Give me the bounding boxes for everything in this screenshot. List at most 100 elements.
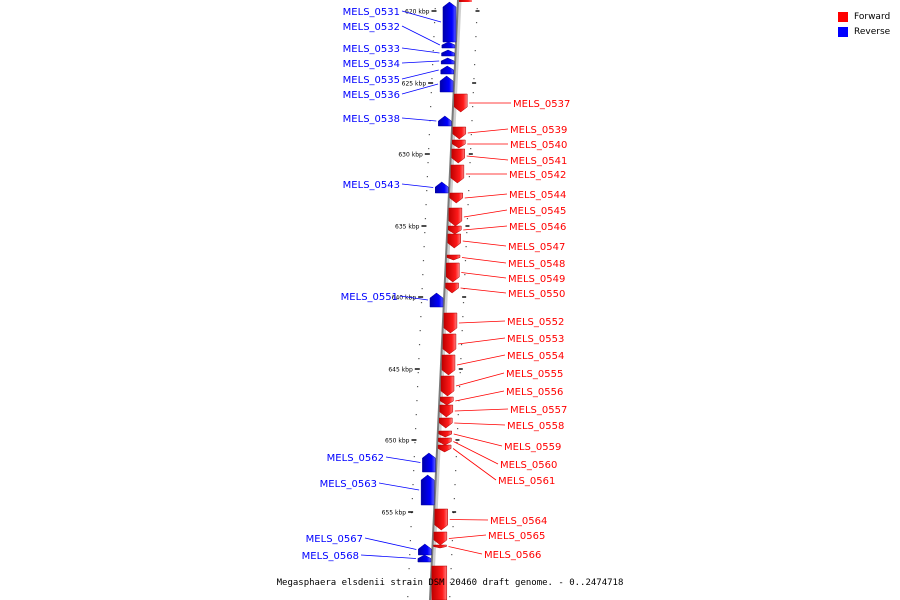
guide-dot [469, 162, 471, 164]
gene-label-MELS_0543[interactable]: MELS_0543 [343, 180, 400, 191]
guide-dot [415, 428, 417, 430]
gene-arrow-MELS_0564[interactable] [434, 508, 449, 531]
legend-forward: Forward [838, 9, 898, 24]
gene-arrow-MELS_0560[interactable] [438, 437, 452, 446]
tick-label: 640 kbp [392, 295, 417, 302]
gene-label-MELS_0558[interactable]: MELS_0558 [507, 421, 564, 432]
gene-arrow-MELS_0547[interactable] [447, 233, 462, 249]
gene-label-MELS_0541[interactable]: MELS_0541 [510, 156, 567, 167]
gene-label-MELS_0533[interactable]: MELS_0533 [343, 44, 400, 55]
gene-label-MELS_0563[interactable]: MELS_0563 [320, 479, 377, 490]
gene-label-MELS_0548[interactable]: MELS_0548 [508, 259, 565, 270]
gene-arrow-MELS_0538[interactable] [438, 115, 452, 127]
gene-arrow-MELS_0550[interactable] [445, 282, 459, 294]
gene-arrow-MELS_0553[interactable] [442, 333, 457, 355]
gene-label-MELS_0562[interactable]: MELS_0562 [327, 453, 384, 464]
guide-dot [449, 596, 451, 598]
gene-label-MELS_0552[interactable]: MELS_0552 [507, 317, 564, 328]
gene-label-MELS_0557[interactable]: MELS_0557 [510, 405, 567, 416]
gene-arrow-MELS_0535[interactable] [440, 65, 454, 75]
guide-dot [407, 582, 410, 584]
guide-dot [476, 8, 478, 10]
guide-dot [449, 582, 452, 584]
gene-label-MELS_0535[interactable]: MELS_0535 [343, 75, 400, 86]
gene-label-MELS_0551[interactable]: MELS_0551 [341, 292, 398, 303]
gene-arrow-MELS_0540[interactable] [452, 139, 466, 149]
gene-arrow-MELS_0566[interactable] [433, 544, 447, 549]
leader-line [401, 25, 441, 46]
gene-label-MELS_0554[interactable]: MELS_0554 [507, 351, 564, 362]
gene-label-MELS_0544[interactable]: MELS_0544 [509, 190, 566, 201]
gene-label-MELS_0561[interactable]: MELS_0561 [498, 476, 555, 487]
gene-arrow-MELS_0563[interactable] [420, 474, 435, 506]
gene-label-MELS_0564[interactable]: MELS_0564 [490, 516, 547, 527]
leader-line [448, 534, 487, 539]
guide-dot [456, 442, 458, 444]
gene-arrow-MELS_0557[interactable] [439, 404, 454, 418]
gene-label-MELS_0555[interactable]: MELS_0555 [506, 369, 563, 380]
gene-label-MELS_0542[interactable]: MELS_0542 [509, 170, 566, 181]
gene-arrow-MELS_0545[interactable] [448, 207, 463, 227]
gene-arrow-MELS_0562[interactable] [422, 452, 436, 473]
gene-arrow-MELS_0548[interactable] [446, 254, 461, 261]
gene-label-MELS_0531[interactable]: MELS_0531 [343, 7, 400, 18]
gene-label-MELS_0536[interactable]: MELS_0536 [343, 90, 400, 101]
gene-label-MELS_0532[interactable]: MELS_0532 [343, 22, 400, 33]
gene-arrow-MELS_0561[interactable] [437, 444, 452, 453]
gene-arrow-MELS_0567[interactable] [418, 543, 432, 556]
gene-arrow-MELS_0533[interactable] [441, 49, 455, 57]
gene-label-MELS_0568[interactable]: MELS_0568 [302, 551, 359, 562]
tick-label: 635 kbp [395, 224, 420, 231]
gene-label-MELS_0560[interactable]: MELS_0560 [500, 460, 557, 471]
gene-arrow-MELS_0532[interactable] [441, 41, 456, 49]
gene-label-MELS_0539[interactable]: MELS_0539 [510, 125, 567, 136]
leader-line [464, 193, 508, 199]
gene-arrow-MELS_0546[interactable] [448, 225, 462, 235]
guide-dot [434, 8, 436, 10]
gene-label-MELS_0565[interactable]: MELS_0565 [488, 531, 545, 542]
gene-arrow-MELS_0539[interactable] [452, 126, 467, 140]
guide-dot [424, 218, 427, 220]
gene-arrow-MELS_0542[interactable] [450, 164, 465, 184]
gene-label-MELS_0546[interactable]: MELS_0546 [509, 222, 566, 233]
gene-arrow-MELS_0537[interactable] [453, 93, 468, 113]
gene-arrow-MELS_0555[interactable] [440, 375, 455, 397]
gene-arrow-MELS_0541[interactable] [451, 148, 465, 164]
gene-arrow-MELS_0554[interactable] [441, 354, 456, 376]
gene-arrow-MELS_0543[interactable] [435, 181, 449, 194]
leader-line [385, 456, 421, 463]
gene-arrow-MELS_0552[interactable] [443, 312, 458, 334]
guide-dot [427, 162, 429, 164]
gene-arrow-MELS_0568[interactable] [417, 554, 432, 563]
guide-dot [458, 386, 461, 388]
gene-label-MELS_0567[interactable]: MELS_0567 [306, 534, 363, 545]
gene-label-MELS_0534[interactable]: MELS_0534 [343, 59, 400, 70]
gene-label-MELS_0547[interactable]: MELS_0547 [508, 242, 565, 253]
gene-label-MELS_0545[interactable]: MELS_0545 [509, 206, 566, 217]
gene-label-MELS_0566[interactable]: MELS_0566 [484, 550, 541, 561]
gene-arrow-MELS_0536[interactable] [439, 75, 454, 93]
gene-label-MELS_0540[interactable]: MELS_0540 [510, 140, 567, 151]
gene-label-MELS_0538[interactable]: MELS_0538 [343, 114, 400, 125]
gene-label-MELS_0559[interactable]: MELS_0559 [504, 442, 561, 453]
gene-label-MELS_0550[interactable]: MELS_0550 [508, 289, 565, 300]
gene-arrow-MELS_0565[interactable] [433, 531, 448, 546]
gene-label-MELS_0556[interactable]: MELS_0556 [506, 387, 563, 398]
leader-line [401, 83, 439, 95]
gene-arrow-MELS_0544[interactable] [449, 192, 464, 204]
gene-arrow-MELS_0551[interactable] [429, 292, 444, 308]
guide-dot [424, 232, 426, 234]
guide-dot [430, 92, 432, 94]
gene-arrow-MELS_0531[interactable] [442, 1, 457, 43]
gene-arrow-MELS_0559[interactable] [438, 430, 452, 438]
leader-line [364, 537, 417, 550]
gene-label-MELS_0549[interactable]: MELS_0549 [508, 274, 565, 285]
guide-dot [472, 92, 474, 94]
gene-arrow-MELS_0556[interactable] [440, 396, 454, 406]
gene-label-MELS_0537[interactable]: MELS_0537 [513, 99, 570, 110]
gene-arrow-MELS_0558[interactable] [439, 417, 453, 429]
gene-arrow-MELS_0534[interactable] [440, 57, 455, 65]
gene-label-MELS_0553[interactable]: MELS_0553 [507, 334, 564, 345]
gene-arrow-MELS_0549[interactable] [446, 262, 460, 283]
guide-dot [415, 414, 417, 416]
